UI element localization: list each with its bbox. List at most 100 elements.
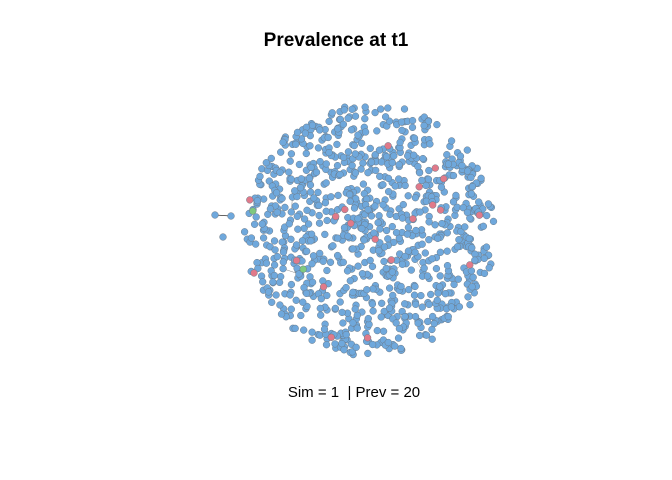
node-susceptible	[468, 244, 476, 252]
node-susceptible	[454, 275, 462, 283]
node-susceptible	[219, 233, 227, 241]
node-susceptible	[384, 104, 392, 112]
node-susceptible	[416, 208, 424, 216]
node-susceptible	[418, 176, 426, 185]
node-susceptible	[287, 305, 295, 313]
node-susceptible	[468, 182, 477, 191]
node-susceptible	[465, 234, 473, 243]
node-susceptible	[349, 288, 357, 296]
node-susceptible	[279, 248, 288, 256]
node-susceptible	[295, 270, 303, 278]
node-susceptible	[272, 189, 281, 197]
node-susceptible	[336, 170, 344, 179]
node-susceptible	[468, 283, 476, 291]
node-susceptible	[287, 175, 295, 183]
node-susceptible	[285, 220, 293, 228]
node-susceptible	[456, 152, 465, 160]
node-susceptible	[477, 174, 485, 182]
node-susceptible	[415, 169, 424, 177]
node-susceptible	[457, 227, 465, 236]
node-susceptible	[369, 285, 377, 293]
node-susceptible	[389, 291, 397, 300]
node-susceptible	[395, 234, 403, 242]
node-susceptible	[428, 255, 436, 263]
node-susceptible	[345, 190, 354, 199]
node-susceptible	[372, 166, 380, 175]
node-susceptible	[348, 105, 356, 113]
node-susceptible	[359, 159, 367, 167]
node-susceptible	[398, 214, 407, 222]
node-susceptible	[322, 341, 331, 349]
node-susceptible	[291, 202, 299, 210]
node-susceptible	[463, 167, 472, 175]
node-susceptible	[340, 106, 348, 114]
node-susceptible	[384, 235, 392, 243]
node-susceptible	[266, 205, 275, 213]
node-susceptible	[354, 131, 362, 139]
node-susceptible	[484, 200, 493, 208]
node-susceptible	[361, 103, 369, 111]
node-susceptible	[391, 182, 399, 190]
node-susceptible	[315, 201, 323, 210]
node-susceptible	[258, 220, 266, 228]
node-susceptible	[364, 169, 372, 177]
node-susceptible	[293, 128, 302, 137]
node-susceptible	[270, 261, 279, 269]
node-susceptible	[436, 283, 444, 291]
node-susceptible	[424, 175, 433, 183]
node-susceptible	[253, 197, 262, 205]
node-susceptible	[418, 303, 426, 311]
node-susceptible	[339, 120, 348, 128]
node-susceptible	[455, 236, 463, 244]
node-susceptible	[287, 150, 296, 158]
node-susceptible	[349, 319, 357, 327]
node-susceptible	[296, 184, 305, 192]
node-susceptible	[432, 264, 441, 273]
node-infected	[292, 256, 301, 265]
node-susceptible	[426, 140, 434, 148]
node-susceptible	[385, 284, 394, 292]
node-susceptible	[375, 146, 384, 154]
node-infected	[409, 215, 417, 223]
node-infected	[246, 196, 254, 204]
node-susceptible	[307, 163, 315, 172]
node-susceptible	[379, 201, 387, 209]
node-infected	[429, 201, 437, 209]
node-susceptible	[366, 256, 374, 265]
node-susceptible	[370, 229, 378, 237]
node-susceptible	[425, 166, 433, 175]
node-susceptible	[346, 197, 354, 205]
node-susceptible	[247, 234, 256, 242]
node-susceptible	[240, 228, 249, 236]
node-susceptible	[353, 311, 361, 319]
node-susceptible	[404, 152, 412, 160]
node-susceptible	[430, 319, 438, 328]
node-susceptible	[279, 138, 287, 146]
node-infected	[436, 206, 445, 214]
node-susceptible	[471, 256, 479, 264]
node-susceptible	[308, 328, 316, 336]
node-susceptible	[297, 311, 305, 320]
node-susceptible	[391, 342, 399, 350]
node-susceptible	[361, 115, 369, 123]
node-susceptible	[322, 160, 330, 168]
node-susceptible	[433, 120, 441, 129]
node-susceptible	[321, 230, 329, 239]
node-susceptible	[422, 331, 431, 339]
node-susceptible	[403, 230, 411, 238]
node-susceptible	[227, 212, 235, 220]
node-susceptible	[358, 270, 367, 278]
node-susceptible	[339, 319, 347, 327]
node-infected	[384, 142, 392, 150]
node-susceptible	[354, 215, 362, 223]
node-infected	[440, 175, 448, 183]
node-susceptible	[339, 258, 347, 266]
node-susceptible	[272, 291, 280, 299]
node-susceptible	[270, 237, 279, 245]
node-susceptible	[323, 266, 331, 275]
node-susceptible	[364, 349, 372, 358]
node-susceptible	[360, 236, 368, 244]
node-susceptible	[394, 334, 403, 342]
node-susceptible	[410, 291, 419, 299]
node-susceptible	[354, 262, 362, 270]
